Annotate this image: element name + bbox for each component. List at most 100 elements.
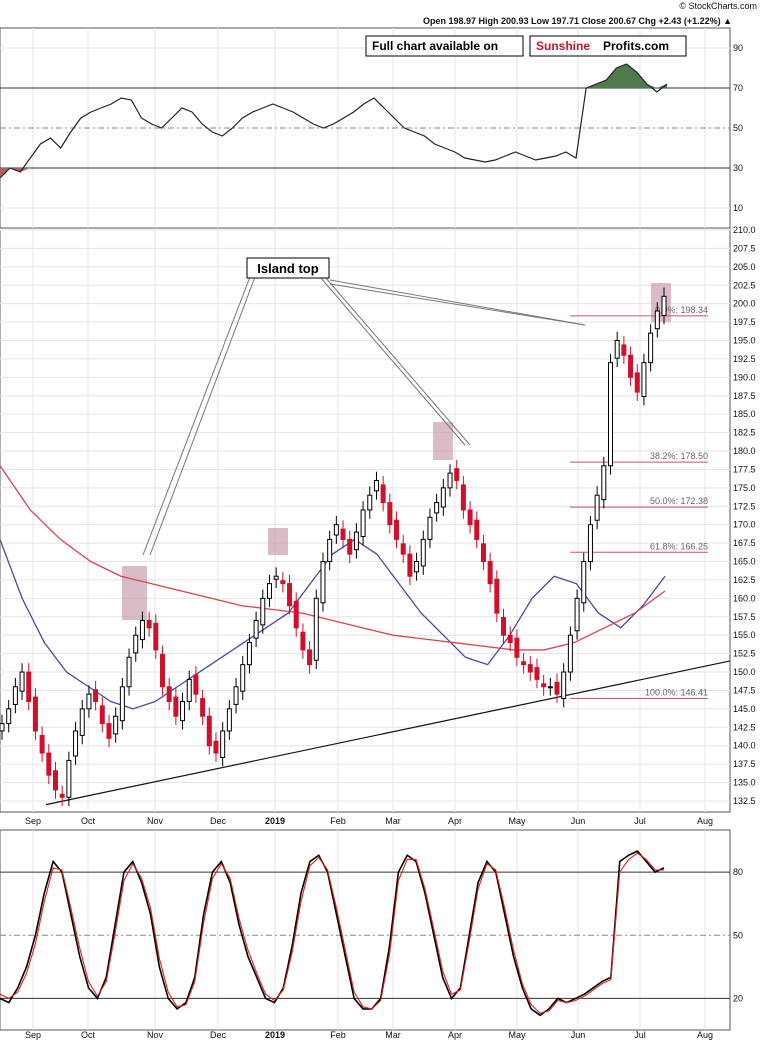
fib-label: 50.0%: 172.38 — [650, 496, 708, 506]
tick-label: 190.0 — [733, 372, 756, 382]
tick-label: 185.0 — [733, 409, 756, 419]
candle-body — [0, 723, 5, 732]
tick-label: 195.0 — [733, 336, 756, 346]
tick-label: 132.5 — [733, 796, 756, 806]
tick-label: 10 — [733, 203, 743, 213]
candle-body — [527, 664, 533, 673]
tick-label: 70 — [733, 83, 743, 93]
candle-body — [380, 484, 386, 504]
banner-box-left — [365, 35, 524, 57]
banner-box-right — [529, 35, 687, 57]
candle-body — [173, 696, 179, 717]
candle-body — [226, 708, 232, 732]
candle-body — [641, 362, 647, 397]
tick-label: 170.0 — [733, 520, 756, 530]
tick-label: 90 — [733, 43, 743, 53]
stochastic-series — [0, 850, 665, 1017]
candle-body — [648, 332, 654, 364]
candle-body — [133, 634, 139, 654]
candle-body — [320, 561, 326, 604]
candle-body — [373, 479, 379, 492]
candle-body — [447, 472, 453, 489]
candle-body — [220, 730, 226, 758]
candle-body — [608, 362, 614, 467]
candle-body — [73, 730, 79, 757]
candle-body — [46, 752, 52, 776]
candle-body — [300, 631, 306, 651]
candle-body — [427, 516, 433, 540]
month-label: Jun — [571, 816, 586, 826]
candle-body — [474, 519, 480, 540]
month-label: Oct — [81, 1030, 96, 1040]
candle-body — [581, 561, 587, 604]
tick-label: 155.0 — [733, 630, 756, 640]
month-label: Feb — [330, 1030, 346, 1040]
candle-body — [480, 543, 486, 563]
candle-body — [587, 524, 593, 563]
fib-label: 0.0%: 198.34 — [655, 305, 708, 315]
month-label: Aug — [697, 816, 713, 826]
month-label: May — [508, 816, 526, 826]
tick-label: 197.5 — [733, 317, 756, 327]
banner-label: Full chart available on — [372, 39, 498, 53]
month-label: Dec — [210, 816, 227, 826]
candle-body — [327, 538, 333, 563]
month-label: Jul — [634, 816, 646, 826]
month-label: Apr — [448, 816, 462, 826]
month-label: Jun — [571, 1030, 586, 1040]
candle-body — [253, 619, 259, 639]
banner-brand-black: Profits.com — [603, 39, 669, 53]
candle-body — [554, 681, 560, 695]
candle-body — [574, 597, 580, 632]
month-label: Sep — [25, 1030, 41, 1040]
candle-body — [307, 649, 313, 666]
tick-label: 172.5 — [733, 501, 756, 511]
candle-body — [52, 770, 58, 791]
month-label: May — [508, 1030, 526, 1040]
island-highlight-box — [433, 422, 453, 460]
candle-body — [567, 634, 573, 673]
candle-body — [407, 553, 413, 577]
candle-body — [394, 519, 400, 540]
tick-label: 147.5 — [733, 685, 756, 695]
candle-body — [360, 509, 366, 537]
candle-body — [454, 468, 460, 481]
candle-body — [206, 715, 212, 747]
stochastic-line — [0, 850, 665, 1017]
candle-body — [146, 619, 152, 629]
tick-label: 192.5 — [733, 354, 756, 364]
month-label: Apr — [448, 1030, 462, 1040]
candle-body — [32, 696, 38, 732]
tick-label: 175.0 — [733, 483, 756, 493]
candle-body — [601, 465, 607, 501]
candle-body — [661, 295, 667, 316]
tick-label: 187.5 — [733, 391, 756, 401]
fib-label: 100.0%: 146.41 — [645, 687, 708, 697]
rsi-line — [0, 63, 668, 179]
candle-body — [333, 524, 339, 536]
candle-body — [280, 580, 286, 585]
month-label: Sep — [25, 816, 41, 826]
tick-label: 20 — [733, 993, 743, 1003]
rsi-overbought-fill — [0, 64, 667, 88]
candle-body — [59, 793, 65, 798]
candle-body — [440, 487, 446, 508]
candle-body — [353, 531, 359, 551]
tick-label: 142.5 — [733, 722, 756, 732]
candle-body — [621, 344, 627, 356]
candle-body — [93, 689, 99, 702]
candle-body — [200, 698, 206, 717]
candle-body — [6, 708, 12, 725]
month-label: Mar — [385, 1030, 401, 1040]
axis-ticks: 90 70 50 30 10 210.0 207.5 205.0 202.5 200.0 197.5… — [733, 43, 756, 1003]
candle-body — [514, 637, 520, 658]
candle-body — [654, 310, 660, 330]
tick-label: 50 — [733, 930, 743, 940]
candle-body — [541, 683, 547, 688]
candle-body — [213, 740, 219, 754]
island-highlight-box — [122, 566, 147, 620]
tick-label: 210.0 — [733, 225, 756, 235]
price-series: 0.0%: 198.34 38.2%: 178.50 50.0%: 172.38 61… — [0, 283, 731, 807]
